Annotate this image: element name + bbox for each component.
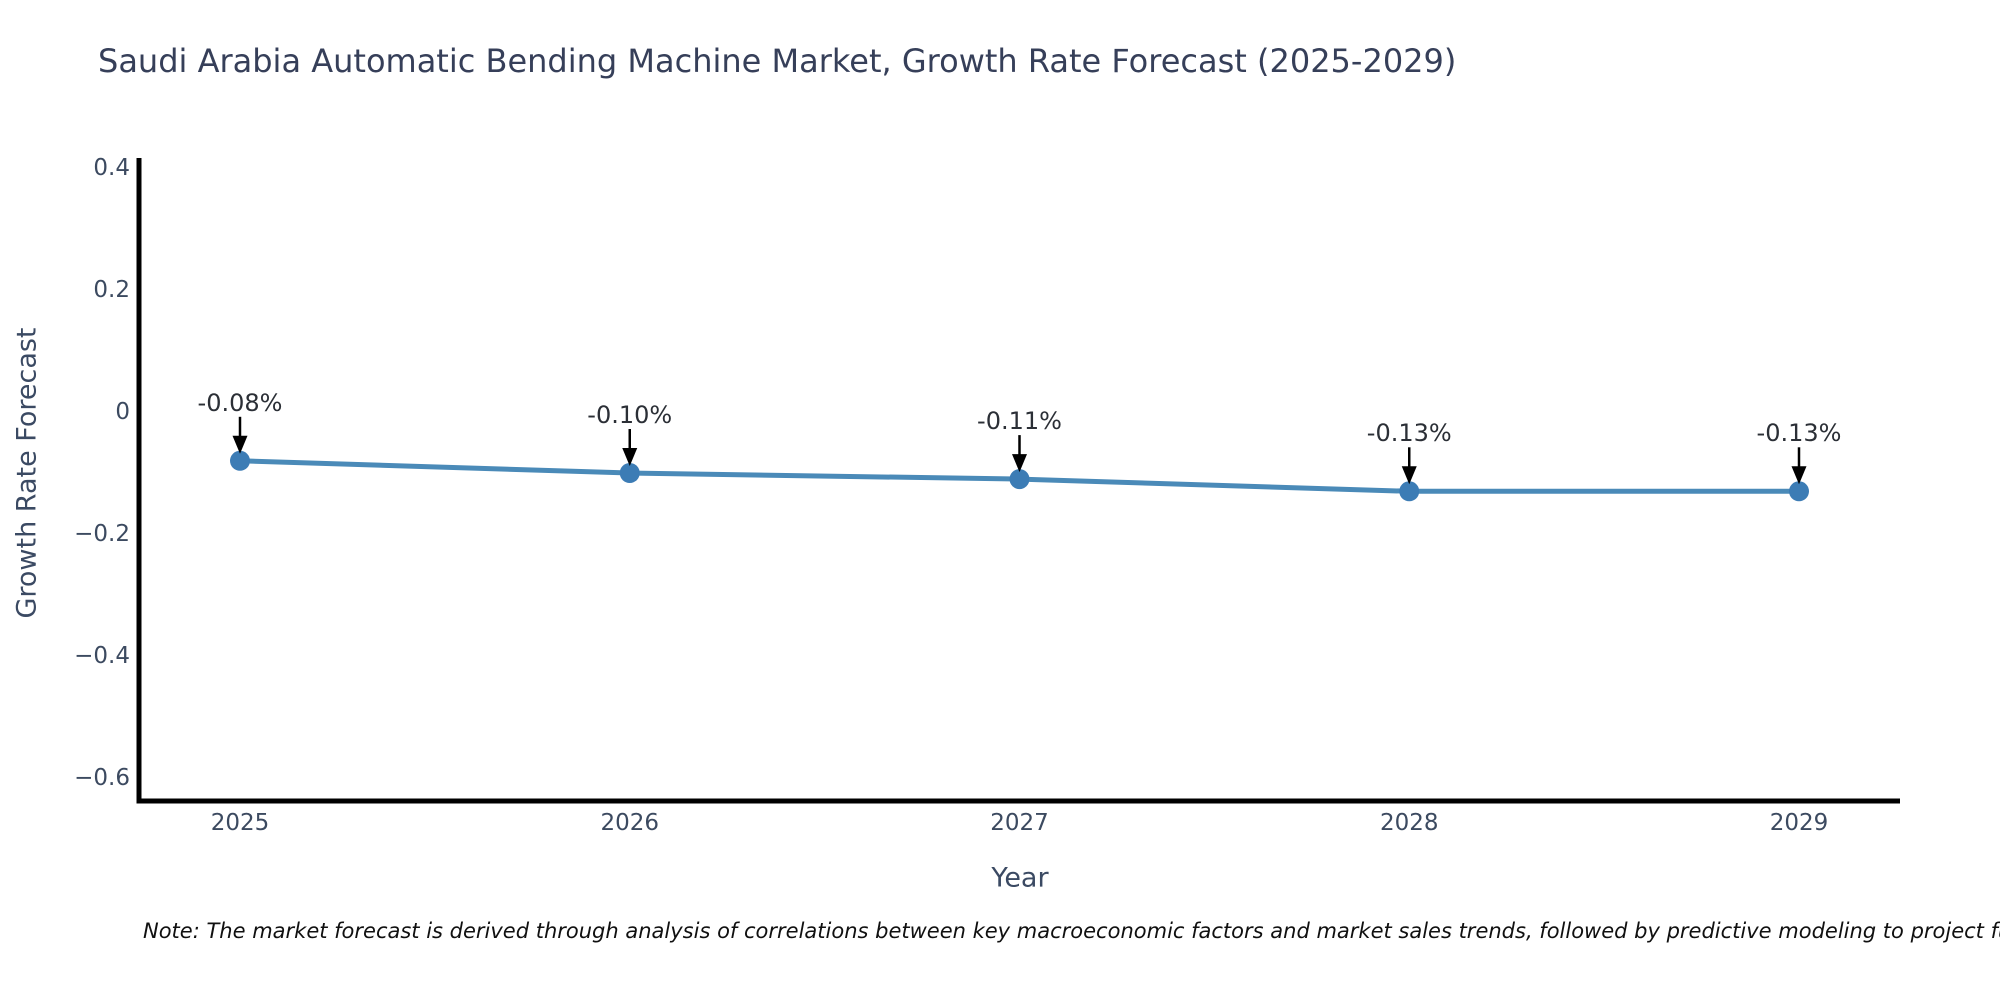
point-value-label: -0.10%	[587, 401, 673, 429]
data-point-marker	[230, 450, 250, 471]
x-tick-label: 2027	[990, 810, 1049, 836]
annotation-arrow-head	[1401, 466, 1417, 485]
y-tick-label: 0.4	[93, 155, 130, 181]
y-tick-label: 0.2	[93, 277, 130, 303]
y-axis-title: Growth Rate Forecast	[11, 327, 43, 619]
x-tick-label: 2025	[210, 810, 270, 836]
x-tick-label: 2028	[1379, 810, 1439, 836]
annotation-arrow-head	[232, 435, 248, 454]
chart-title: Saudi Arabia Automatic Bending Machine M…	[98, 42, 1457, 80]
x-tick-label: 2029	[1769, 810, 1829, 836]
point-value-label: -0.08%	[197, 388, 283, 417]
x-tick-label: 2026	[600, 810, 660, 836]
y-tick-label: 0	[115, 399, 130, 425]
annotation-arrow-head	[622, 448, 638, 466]
y-tick-label: −0.6	[74, 765, 130, 791]
x-axis-title: Year	[991, 862, 1049, 894]
data-point-marker	[619, 463, 640, 483]
annotation-arrow-head	[1012, 454, 1027, 473]
data-point-marker	[1399, 481, 1420, 502]
y-tick-label: −0.2	[74, 521, 130, 547]
point-value-label: -0.11%	[977, 407, 1062, 436]
data-point-marker	[1789, 481, 1809, 502]
data-point-marker	[1009, 469, 1030, 490]
y-tick-label: −0.4	[74, 643, 130, 669]
point-value-label: -0.13%	[1366, 419, 1452, 448]
point-value-label: -0.13%	[1756, 419, 1842, 448]
annotation-arrow-head	[1791, 466, 1807, 485]
footnote: Note: The market forecast is derived thr…	[143, 919, 2000, 943]
